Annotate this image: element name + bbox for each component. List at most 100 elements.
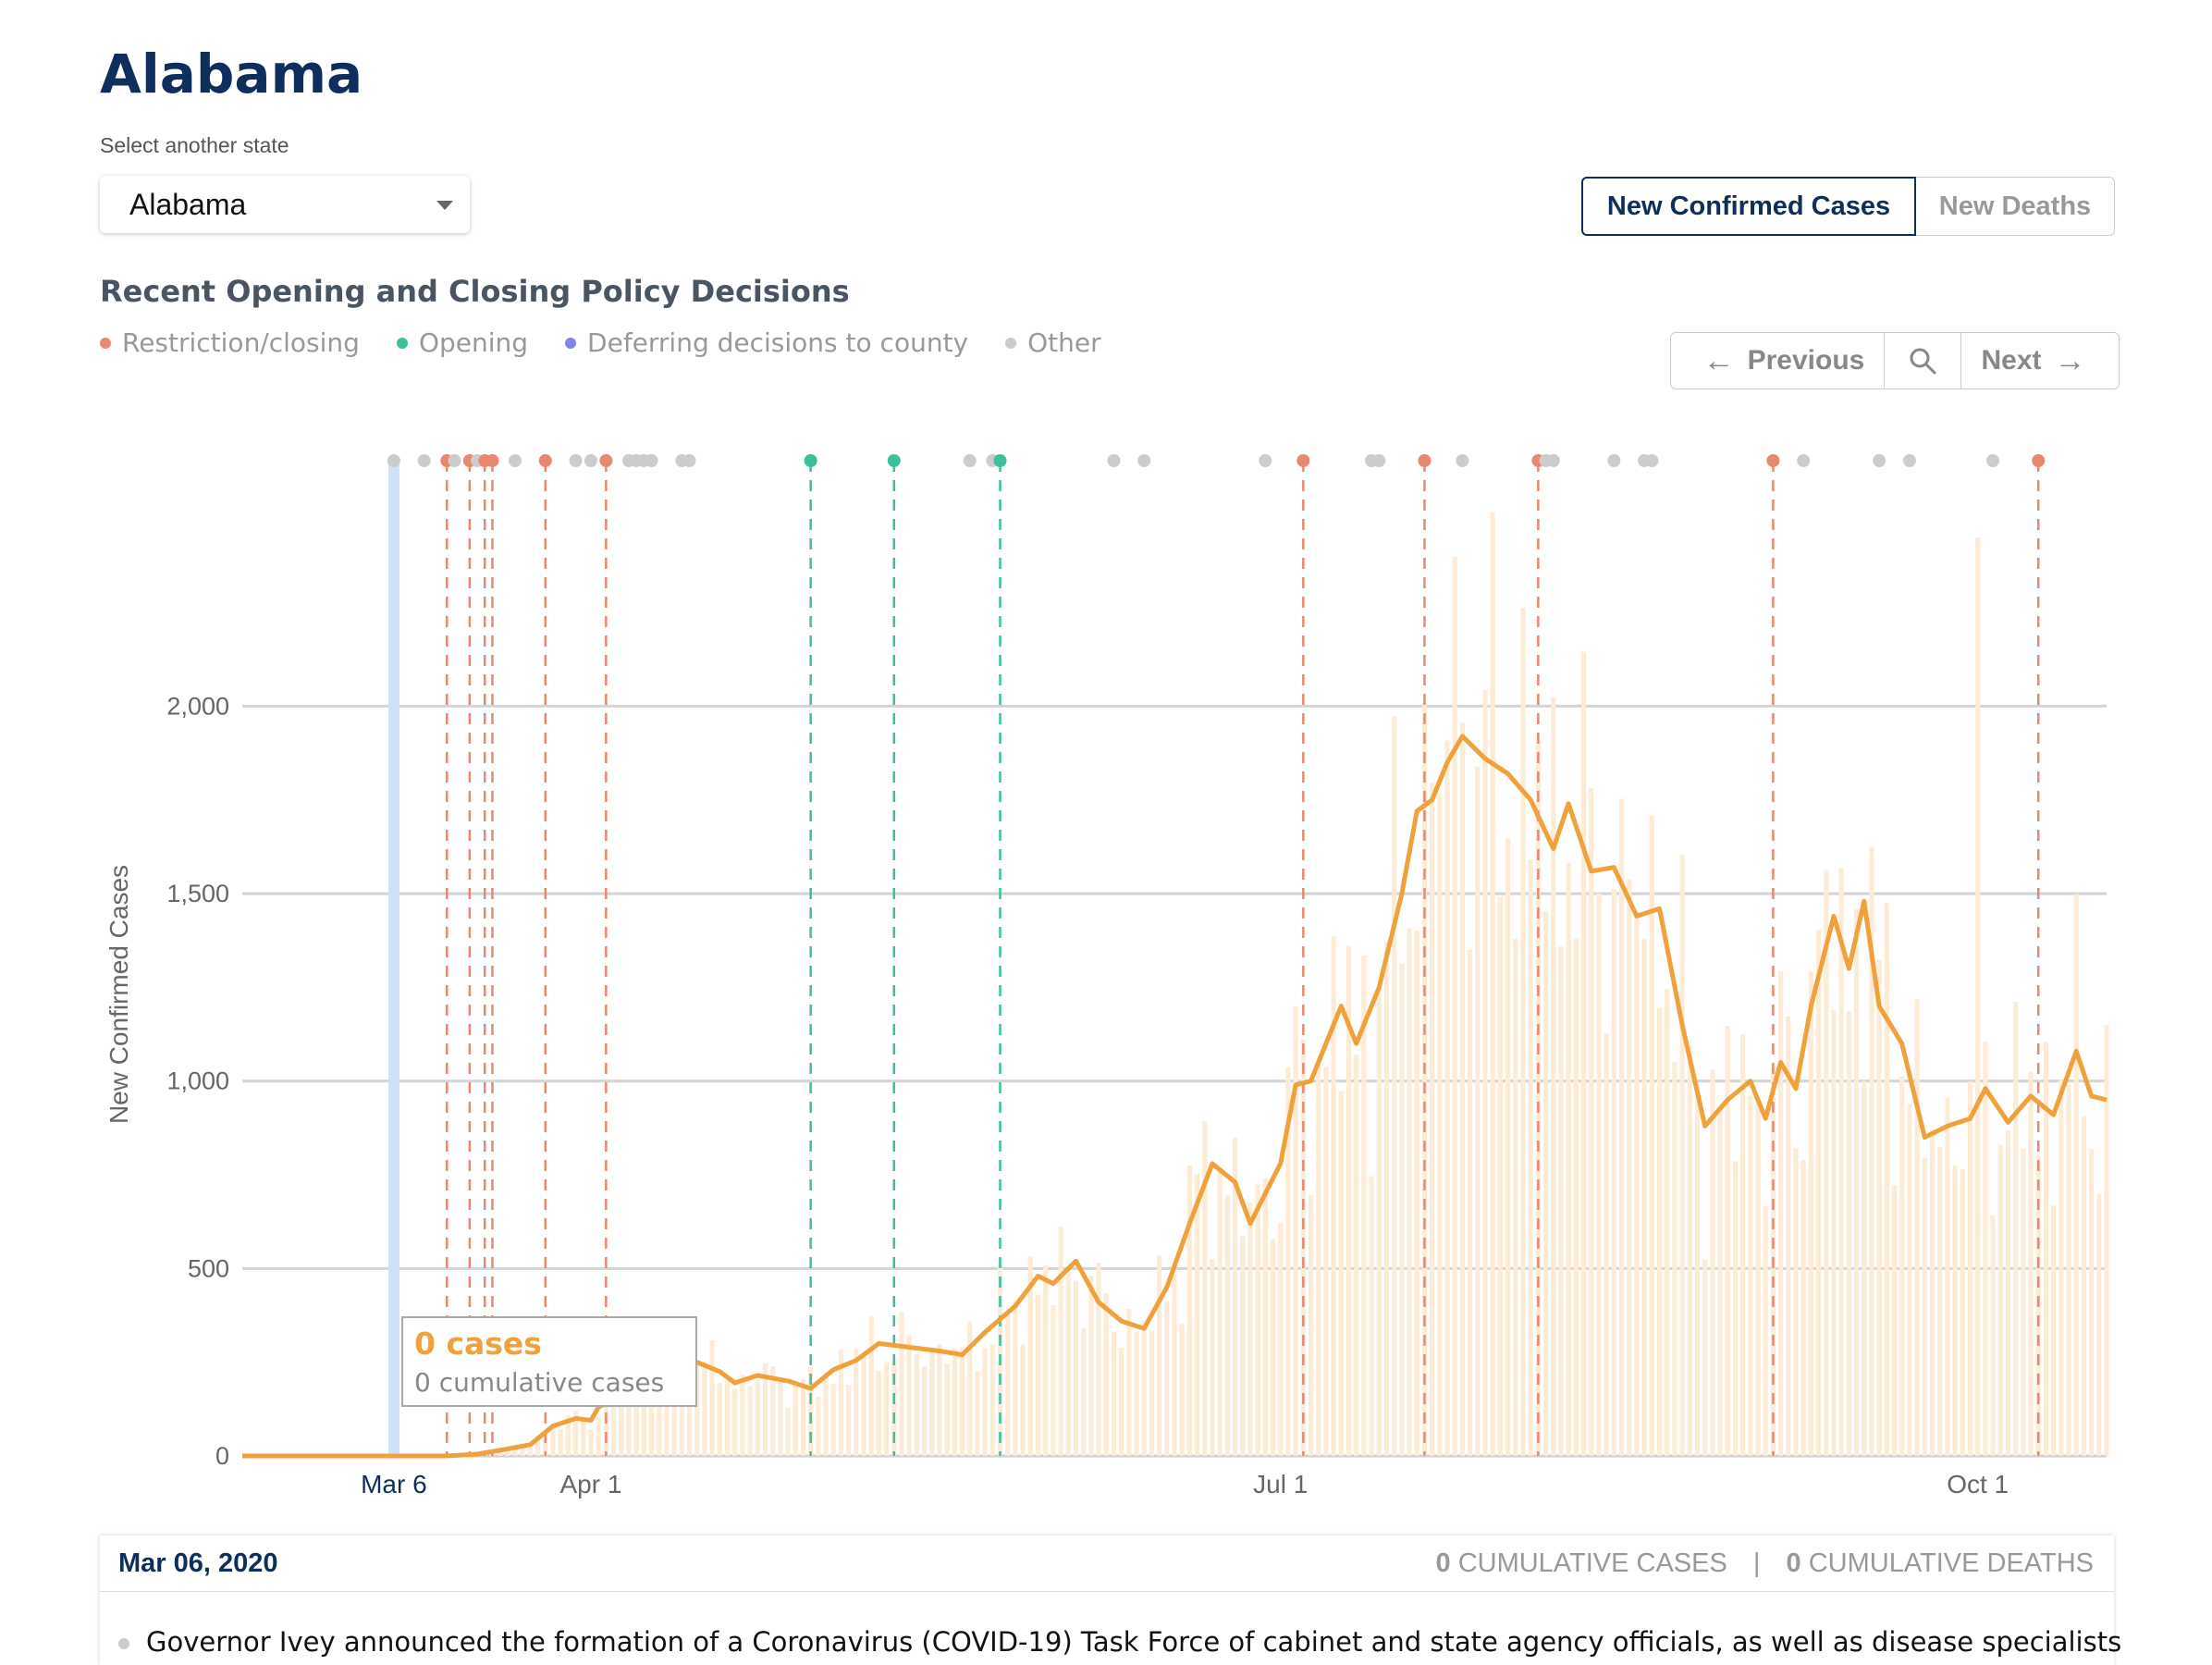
daily-case-bar (1567, 863, 1571, 1456)
daily-case-bar (1536, 740, 1541, 1456)
daily-case-bar (1801, 1160, 1806, 1456)
y-tick-label: 1,500 (166, 880, 229, 907)
daily-case-bar (710, 1340, 715, 1456)
daily-case-bar (1339, 1091, 1344, 1456)
daily-case-bar (732, 1388, 737, 1456)
selected-date-band (388, 461, 399, 1456)
daily-case-bar (1475, 767, 1480, 1456)
detail-date: Mar 06, 2020 (118, 1548, 278, 1579)
daily-case-bar (1278, 1223, 1283, 1456)
daily-case-bar (823, 1375, 828, 1456)
daily-case-bar (1877, 959, 1882, 1456)
daily-case-bar (899, 1312, 903, 1456)
daily-case-bar (1157, 1255, 1161, 1456)
daily-case-bar (854, 1349, 858, 1456)
daily-case-bar (626, 1407, 631, 1456)
daily-case-bar (1899, 1077, 1904, 1456)
daily-case-bar (687, 1401, 692, 1456)
daily-case-bar (2029, 1072, 2034, 1456)
daily-case-bar (1370, 1177, 1374, 1456)
daily-case-bar (1718, 1107, 1723, 1456)
y-axis-label: New Confirmed Cases (104, 865, 133, 1124)
policy-marker-dot (888, 454, 901, 467)
policy-marker-dot (1797, 454, 1810, 467)
daily-case-bar (1059, 1227, 1063, 1456)
daily-case-bar (861, 1354, 866, 1456)
policy-marker-dot (1873, 454, 1886, 467)
detail-stats: 0 CUMULATIVE CASES | 0 CUMULATIVE DEATHS (1435, 1548, 2094, 1579)
daily-case-bar (1862, 1081, 1866, 1456)
daily-case-bar (1953, 1166, 1958, 1456)
daily-case-bar (725, 1380, 730, 1456)
daily-case-bar (1247, 1202, 1252, 1456)
daily-case-bar (1453, 556, 1457, 1456)
policy-marker-dot (1607, 454, 1620, 467)
daily-case-bar (1430, 783, 1434, 1456)
daily-case-bar (1702, 1260, 1707, 1456)
policy-marker-dot (570, 454, 583, 467)
daily-case-bar (1142, 1321, 1147, 1456)
daily-case-bar (2089, 1149, 2094, 1456)
daily-case-bar (528, 1448, 533, 1456)
daily-case-bar (1323, 1067, 1328, 1456)
policy-marker-dot (1259, 454, 1272, 467)
daily-case-bar (1520, 608, 1525, 1456)
cumulative-deaths-value: 0 (1787, 1548, 1801, 1578)
daily-case-bar (1892, 1185, 1897, 1456)
daily-case-bar (1778, 971, 1783, 1456)
daily-case-bar (1529, 859, 1533, 1456)
daily-case-bar (1513, 938, 1518, 1456)
policy-marker-dot (1418, 454, 1431, 467)
daily-case-bar (1444, 741, 1449, 1456)
daily-case-bar (2006, 1130, 2010, 1456)
daily-case-bar (1907, 1104, 1911, 1456)
daily-case-bar (1384, 942, 1389, 1456)
policy-entry: Governor Ivey announced the formation of… (118, 1626, 2121, 1658)
daily-case-bar (1991, 1215, 1996, 1456)
daily-case-bar (990, 1345, 995, 1456)
daily-case-bar (1551, 697, 1555, 1456)
daily-case-bar (1748, 1096, 1752, 1456)
daily-case-bar (581, 1419, 585, 1456)
policy-detail-panel: Mar 06, 2020 0 CUMULATIVE CASES | 0 CUMU… (100, 1536, 2114, 1665)
daily-case-bar (1983, 1042, 1987, 1456)
policy-marker-dot (994, 454, 1007, 467)
daily-case-bar (1581, 652, 1586, 1456)
daily-case-bar (2058, 1080, 2063, 1456)
policy-bullet (118, 1638, 129, 1649)
daily-case-bar (1937, 1147, 1942, 1456)
daily-case-bar (1543, 911, 1548, 1456)
daily-case-bar (1256, 1184, 1260, 1456)
cumulative-deaths-label: CUMULATIVE DEATHS (1809, 1548, 2094, 1578)
daily-case-bar (740, 1375, 744, 1456)
policy-entry-text: Governor Ivey announced the formation of… (146, 1626, 2121, 1658)
policy-marker-dot (509, 454, 522, 467)
daily-case-bar (1498, 896, 1503, 1456)
daily-case-bar (1218, 1170, 1223, 1456)
policy-marker-dot (418, 454, 431, 467)
daily-case-bar (1407, 928, 1412, 1456)
daily-case-bar (1604, 1033, 1609, 1456)
policy-marker-dot (683, 454, 696, 467)
cumulative-cases-label: CUMULATIVE CASES (1458, 1548, 1727, 1578)
daily-case-bar (1021, 1345, 1026, 1456)
daily-case-bar (1657, 1008, 1662, 1456)
daily-case-bar (967, 1321, 972, 1456)
daily-case-bar (1619, 799, 1624, 1456)
daily-case-bar (1097, 1263, 1101, 1456)
daily-case-bar (1975, 537, 1980, 1456)
daily-case-bar (945, 1363, 950, 1456)
policy-marker-dot (1107, 454, 1120, 467)
daily-case-bar (1066, 1267, 1071, 1456)
policy-marker-dot (599, 454, 612, 467)
policy-marker-dot (1372, 454, 1385, 467)
policy-marker-dot (539, 454, 552, 467)
policy-marker-dot (964, 454, 977, 467)
daily-case-bar (1627, 880, 1631, 1456)
daily-case-bar (1665, 989, 1669, 1456)
x-tick-label: Jul 1 (1253, 1470, 1308, 1498)
daily-case-bar (884, 1363, 889, 1456)
daily-case-bar (907, 1336, 912, 1456)
daily-case-bar (1885, 903, 1889, 1456)
